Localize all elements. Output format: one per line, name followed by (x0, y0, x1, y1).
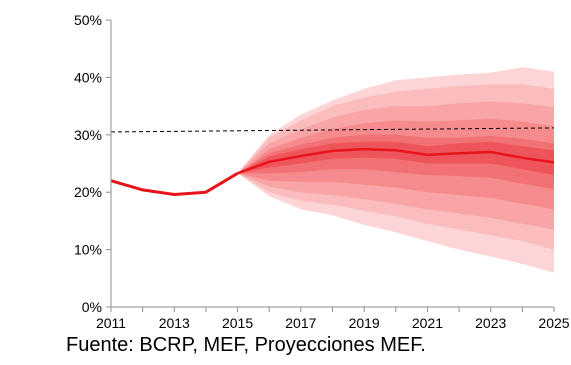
x-tick-label: 2017 (285, 315, 316, 331)
historical-series-line (110, 172, 239, 196)
y-tick-label: 30% (74, 127, 102, 143)
series-lines (110, 147, 555, 196)
axes: 0% 10% 20% 30% 40% 50% 2011 2013 2015 2017 2019 202… (74, 12, 570, 331)
central-projection-line (237, 147, 555, 175)
x-tick-label: 2013 (159, 315, 190, 331)
x-tick-label: 2021 (412, 315, 443, 331)
x-tick-label: 2025 (538, 315, 569, 331)
fan-band-6 (237, 141, 554, 175)
fan-bands (237, 67, 554, 273)
reference-line-layer (110, 127, 555, 133)
y-tick-label: 50% (74, 12, 102, 28)
x-tick-label: 2011 (96, 315, 126, 331)
x-tick-label: 2015 (222, 315, 253, 331)
source-note: Fuente: BCRP, MEF, Proyecciones MEF. (66, 334, 426, 356)
y-tick-label: 40% (74, 69, 102, 85)
reference-line (110, 127, 555, 133)
x-tick-label: 2023 (475, 315, 506, 331)
fan-chart: 0% 10% 20% 30% 40% 50% 2011 2013 2015 2017 2019 202… (74, 12, 570, 331)
x-tick-label: 2019 (349, 315, 380, 331)
y-tick-label: 0% (82, 299, 102, 315)
y-tick-label: 20% (74, 184, 102, 200)
y-tick-label: 10% (74, 242, 102, 258)
